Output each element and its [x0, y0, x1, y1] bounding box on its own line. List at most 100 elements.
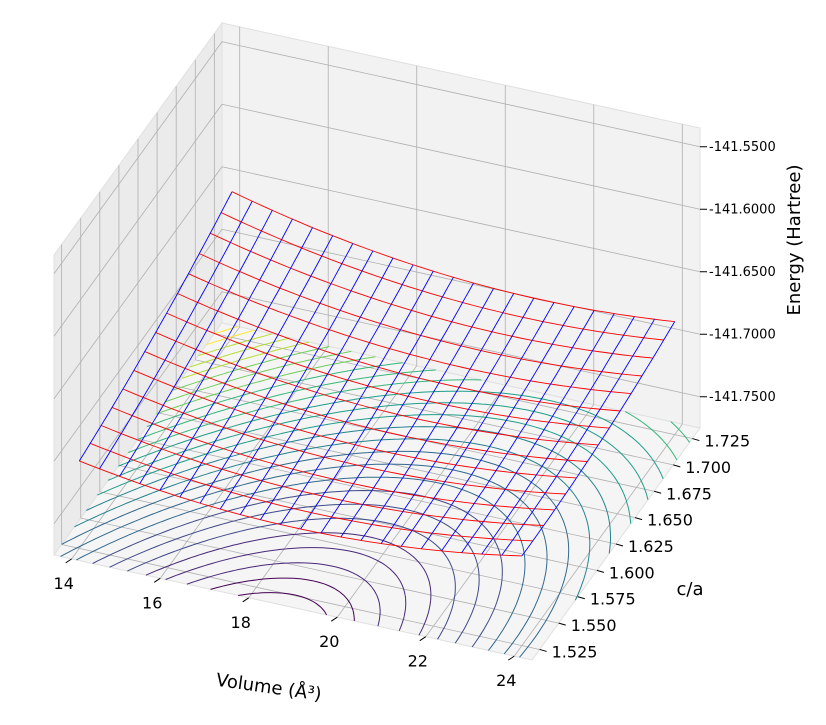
x-tick-mark — [242, 597, 250, 603]
contour-level — [76, 476, 526, 651]
grid-line-z-left — [53, 104, 223, 337]
wire-line-volume — [159, 227, 313, 491]
y-tick-mark — [596, 569, 605, 573]
z-tick-label: -141.6500 — [709, 265, 776, 280]
contour-level — [86, 426, 611, 554]
y-tick-label: 1.725 — [704, 432, 750, 451]
y-tick-label: 1.550 — [571, 616, 617, 635]
contour-level — [127, 517, 456, 640]
x-tick-label: 18 — [231, 613, 251, 632]
contour-level — [146, 362, 403, 428]
y-tick-label: 1.675 — [666, 484, 712, 503]
y-tick-label: 1.575 — [590, 590, 636, 609]
y-tick-label: 1.700 — [685, 458, 731, 477]
wire-line-volume — [300, 277, 454, 530]
wire-line-volume — [521, 321, 676, 557]
contour-level — [109, 503, 480, 644]
y-tick-mark — [577, 596, 585, 600]
contour-level — [190, 337, 291, 368]
grid-line-z-left — [53, 291, 223, 524]
x-tick-mark — [330, 616, 338, 622]
z-tick-label: -141.7000 — [709, 327, 776, 342]
grid-line-y-floor — [99, 491, 578, 598]
grid-line-z-back — [221, 291, 701, 398]
x-tick-label: 20 — [319, 632, 339, 651]
z-axis-label: Energy (Hartree) — [784, 165, 805, 316]
x-tick-mark — [419, 636, 427, 642]
x-tick-label: 16 — [142, 593, 162, 612]
contour-level — [186, 562, 381, 627]
axes-grid — [53, 26, 701, 657]
wire-line-volume — [179, 235, 334, 498]
wire-line-volume — [400, 302, 555, 547]
x-tick-mark — [65, 558, 72, 564]
y-tick-mark — [539, 648, 547, 652]
contour-level — [145, 532, 432, 636]
wire-line-volume — [139, 218, 293, 484]
wire-line-volume — [280, 270, 434, 525]
contour-level — [137, 369, 691, 443]
contour-level — [181, 341, 310, 379]
y-tick-mark — [634, 517, 643, 521]
wire-line-volume — [320, 282, 474, 534]
wire-line-volume — [199, 243, 354, 504]
x-tick-label: 24 — [496, 671, 516, 690]
wire-line-volume — [99, 200, 253, 470]
contour-level — [97, 414, 632, 524]
contour-level — [74, 438, 591, 601]
y-tick-label: 1.650 — [647, 511, 693, 530]
contour-level — [214, 326, 239, 335]
y-tick-label: 1.525 — [552, 642, 598, 661]
y-tick-mark — [692, 438, 700, 442]
grid-line-z-left — [53, 229, 223, 462]
wire-line-volume — [481, 316, 635, 555]
z-tick-label: -141.7500 — [709, 390, 776, 405]
y-tick-label: 1.625 — [628, 537, 674, 556]
axis-ticks: 14 16 18 20 22 24 1.525 1.550 1.575 1.600 1.625 1.6… — [54, 140, 776, 690]
wire-line-volume — [420, 306, 575, 550]
wire-line-volume — [239, 257, 394, 515]
wire-line-volume — [119, 210, 273, 477]
x-tick-mark — [508, 655, 515, 661]
contour-level — [198, 333, 272, 357]
grid-line-z-back — [221, 228, 701, 335]
y-tick-mark — [654, 490, 662, 494]
wire-line-volume — [441, 310, 595, 552]
grid-line-z-back — [221, 41, 701, 148]
wire-line-volume — [360, 293, 515, 541]
contour-level — [61, 450, 570, 658]
wire-line-volume — [260, 264, 414, 520]
wire-line-volume — [380, 297, 535, 544]
y-tick-label: 1.600 — [609, 563, 655, 582]
contour-level — [60, 463, 548, 655]
contour-level — [210, 577, 355, 621]
wire-line-volume — [78, 191, 233, 462]
wireframe-surface — [78, 191, 676, 557]
y-tick-mark — [673, 464, 681, 468]
wire-line-volume — [501, 319, 655, 556]
contour-level — [238, 592, 328, 616]
grid-line-y-floor — [157, 412, 636, 519]
x-tick-label: 22 — [408, 652, 428, 671]
grid-line-y-floor — [137, 438, 617, 545]
contour-level — [165, 547, 407, 631]
z-tick-label: -141.6000 — [709, 202, 776, 217]
grid-line-y-floor — [80, 517, 559, 624]
x-axis-label: Volume (Å³) — [215, 669, 323, 706]
wire-line-volume — [219, 250, 374, 510]
grid-line-z-back — [221, 166, 701, 273]
grid-line-z-left — [53, 166, 223, 399]
x-tick-mark — [153, 577, 161, 583]
grid-line-z-back — [221, 103, 701, 210]
x-tick-label: 14 — [54, 574, 74, 593]
y-tick-mark — [615, 543, 624, 547]
grid-line-y-floor — [61, 544, 540, 650]
grid-line-z-left — [53, 41, 223, 274]
wire-line-volume — [461, 313, 615, 553]
y-axis-label: c/a — [677, 579, 704, 600]
y-tick-mark — [558, 622, 566, 626]
wire-line-volume — [340, 288, 494, 538]
contour-level — [107, 402, 649, 500]
z-tick-label: -141.5500 — [709, 140, 776, 155]
